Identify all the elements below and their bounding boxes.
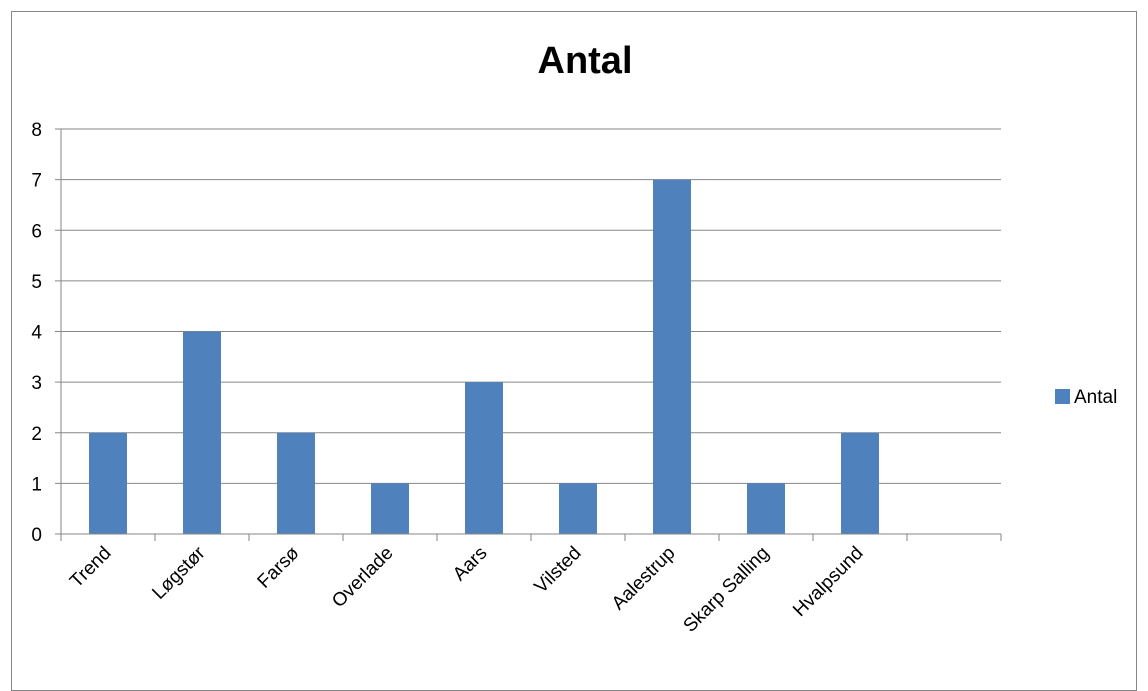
bar (465, 382, 503, 534)
y-tick-label: 4 (31, 323, 42, 344)
y-tick-label: 5 (31, 272, 42, 293)
y-tick-label: 7 (31, 171, 42, 192)
legend-swatch (1055, 389, 1070, 404)
x-tick-label: Aalestrup (608, 543, 680, 615)
y-tick-label: 2 (31, 424, 42, 445)
x-tick-label: Trend (66, 543, 115, 592)
bar (183, 331, 221, 534)
bar (559, 483, 597, 534)
y-tick-label: 8 (31, 120, 42, 141)
x-axis-ticks: Trend Løgstør Farsø Overlade Aars Vilsted Aale… (66, 542, 867, 636)
x-tick-label: Hvalpsund (789, 543, 867, 621)
bar (277, 432, 315, 534)
y-tick-label: 6 (31, 221, 42, 242)
legend: Antal (1055, 387, 1117, 408)
y-tick-label: 0 (31, 525, 42, 546)
x-tick-label: Overlade (328, 543, 397, 612)
axes (55, 128, 1002, 541)
x-tick-label: Aars (449, 543, 491, 585)
legend-label: Antal (1074, 387, 1117, 408)
bar (371, 483, 409, 534)
y-tick-label: 1 (31, 474, 42, 495)
bars (89, 179, 879, 534)
bar (653, 179, 691, 534)
y-axis-ticks: 0 1 2 3 4 5 6 7 8 (31, 120, 42, 546)
x-tick-label: Vilsted (531, 543, 586, 598)
y-tick-label: 3 (31, 373, 42, 394)
x-tick-label: Skarp Salling (680, 543, 774, 637)
x-tick-label: Løgstør (148, 542, 210, 604)
bar (89, 432, 127, 534)
bar (747, 483, 785, 534)
x-tick-label: Farsø (254, 542, 304, 592)
bar (841, 432, 879, 534)
chart-title: Antal (538, 40, 633, 82)
bar-chart: Antal 0 1 2 3 4 5 6 7 8 Trend Løgstør Farsø Overlad… (31, 40, 1117, 637)
